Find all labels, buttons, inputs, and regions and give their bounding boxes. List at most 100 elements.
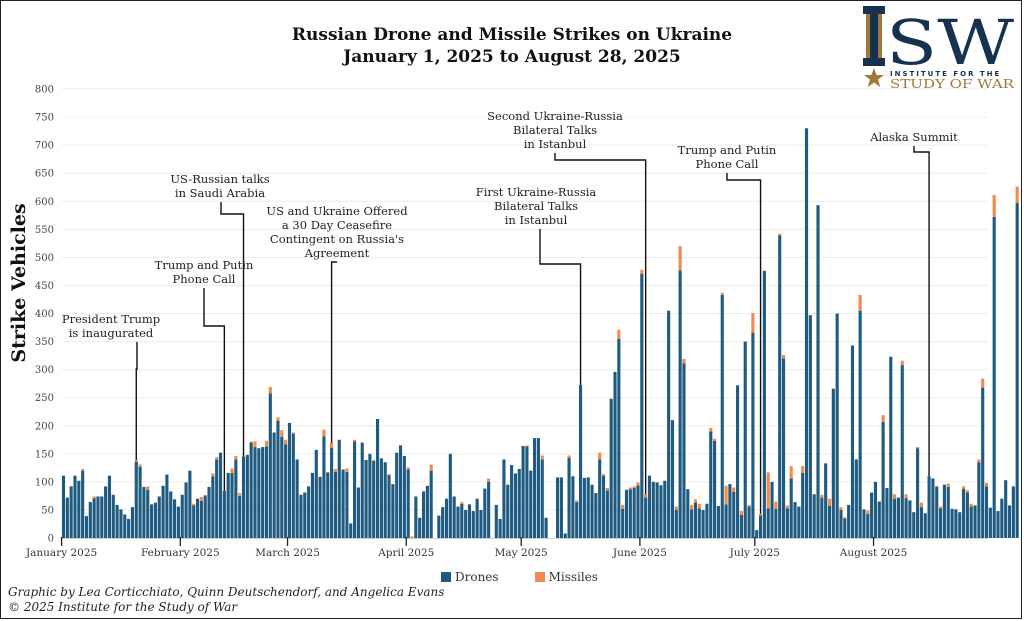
bar-drones <box>406 469 410 538</box>
bar-missiles <box>747 504 751 507</box>
bar-missiles <box>81 468 85 471</box>
bar-missiles <box>387 474 391 476</box>
bar-missiles <box>827 498 832 507</box>
bar-missiles <box>249 441 253 443</box>
credit: Graphic by Lea Corticchiato, Quinn Deuts… <box>8 585 444 615</box>
bar-drones <box>981 387 985 538</box>
bar-drones <box>333 471 337 538</box>
bar-drones <box>165 474 169 538</box>
bar-missiles <box>789 466 793 479</box>
bar-drones <box>241 456 246 538</box>
bar-drones <box>218 452 223 538</box>
bar-missiles <box>540 455 544 460</box>
bar-drones <box>318 476 322 538</box>
bar-drones <box>77 480 81 538</box>
y-tick-label: 750 <box>35 113 54 124</box>
bar-drones <box>487 481 491 538</box>
bar-drones <box>88 502 92 538</box>
legend-swatch-missiles <box>534 572 545 582</box>
bar-drones <box>977 462 981 538</box>
bar-missiles <box>981 378 985 388</box>
bar-drones <box>337 439 341 538</box>
bar-drones <box>973 505 977 538</box>
bar-missiles <box>732 487 736 492</box>
bar-missiles <box>961 486 966 489</box>
bar-drones <box>724 504 728 538</box>
bar-drones <box>276 420 280 538</box>
bar-drones <box>253 447 257 538</box>
annotation-text: US and Ukraine Offered <box>266 204 408 218</box>
bar-drones <box>502 459 506 538</box>
bar-drones <box>1007 505 1012 538</box>
x-tick-label: August 2025 <box>839 547 908 559</box>
bar-drones <box>575 502 579 538</box>
legend-label-missiles: Missiles <box>548 570 598 584</box>
y-tick-label: 350 <box>35 337 54 348</box>
bar-missiles <box>900 360 904 366</box>
bar-drones <box>341 469 345 538</box>
bar-drones <box>104 486 108 538</box>
bar-drones <box>774 508 778 538</box>
bar-drones <box>601 475 606 538</box>
bar-missiles <box>525 445 529 447</box>
bar-missiles <box>345 468 349 472</box>
isw-logo: SW INSTITUTE FOR THE STUDY OF WAR <box>860 2 1020 91</box>
bar-drones <box>192 505 196 538</box>
bar-missiles <box>693 499 698 503</box>
bar-drones <box>751 332 755 538</box>
bar-drones <box>659 485 663 538</box>
bar-drones <box>743 341 747 538</box>
bar-drones <box>801 472 805 538</box>
bar-missiles <box>766 472 770 509</box>
y-tick-label: 450 <box>35 281 54 292</box>
bar-drones <box>1004 480 1008 538</box>
bar-drones <box>157 496 161 538</box>
bar-drones <box>234 459 238 538</box>
bar-drones <box>824 463 828 538</box>
bar-drones <box>284 444 288 538</box>
bar-drones <box>264 446 269 538</box>
bar-drones <box>655 482 659 538</box>
bar-drones <box>395 452 399 538</box>
bar-missiles <box>636 482 640 486</box>
bar-drones <box>862 509 866 538</box>
bar-missiles <box>199 497 203 501</box>
bar-drones <box>544 517 548 538</box>
bar-drones <box>831 388 835 538</box>
bar-drones <box>644 497 648 538</box>
legend-item-missiles: Missiles <box>534 570 598 584</box>
bar-drones <box>261 447 265 538</box>
annotation-leader <box>913 146 930 477</box>
bar-drones <box>881 421 885 538</box>
bar-missiles <box>965 490 969 493</box>
bar-missiles <box>598 452 602 460</box>
bar-drones <box>781 358 786 538</box>
bar-drones <box>211 476 215 538</box>
y-tick-label: 100 <box>35 477 54 488</box>
bar-drones <box>353 441 357 538</box>
bar-drones <box>330 447 334 538</box>
bar-missiles <box>146 486 150 490</box>
bar-drones <box>521 445 525 538</box>
bar-drones <box>464 509 468 538</box>
bar-drones <box>188 470 192 538</box>
bar-missiles <box>939 506 943 509</box>
bar-missiles <box>460 502 464 504</box>
bar-drones <box>540 459 544 538</box>
y-axis-label: Strike Vehicles <box>8 203 30 362</box>
y-tick-label: 0 <box>48 534 54 545</box>
bar-drones <box>418 517 422 538</box>
bar-drones <box>326 472 330 538</box>
bar-drones <box>923 513 927 538</box>
bar-drones <box>582 477 586 538</box>
bar-drones <box>425 485 429 538</box>
bars <box>61 128 1019 538</box>
bar-drones <box>525 446 529 538</box>
annotation-leader <box>220 202 245 457</box>
bar-drones <box>184 482 188 538</box>
bar-missiles <box>264 440 269 447</box>
y-tick-label: 400 <box>35 309 54 320</box>
annotation-text: Phone Call <box>696 157 759 171</box>
